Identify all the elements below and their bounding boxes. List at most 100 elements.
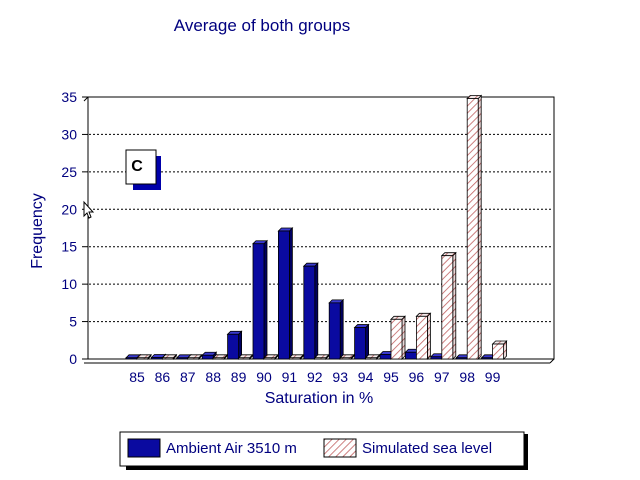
- bar-front: [252, 243, 265, 360]
- bar-front: [150, 357, 163, 360]
- bar-front: [187, 357, 200, 360]
- bar-top: [288, 354, 305, 359]
- bar-top: [226, 330, 243, 335]
- bar-side: [452, 251, 457, 360]
- bar-top: [466, 95, 483, 99]
- bar-simulated-sea-level: [212, 353, 229, 360]
- bar-front: [201, 354, 214, 360]
- legend-box: [119, 431, 525, 467]
- bar-top: [252, 240, 268, 245]
- bar-front: [354, 327, 367, 360]
- y-tick-label: 15: [61, 239, 77, 255]
- bar-top: [328, 299, 345, 304]
- bar-ambient-air: [252, 239, 268, 360]
- bar-front: [466, 98, 479, 360]
- bar-top: [440, 252, 457, 257]
- bar-front: [227, 333, 240, 360]
- bar-simulated-sea-level: [136, 353, 152, 360]
- legend: Ambient Air 3510 m Simulated sea level: [119, 431, 528, 470]
- bar-front: [212, 357, 225, 360]
- bar-front: [288, 357, 301, 360]
- bar-top: [237, 354, 254, 359]
- bar-front: [263, 357, 276, 360]
- bar-simulated-sea-level: [313, 353, 330, 360]
- bar-side: [288, 227, 293, 360]
- chart-title: Average of both groups: [174, 16, 350, 35]
- bar-front: [404, 351, 417, 360]
- legend-swatch-ambient: [127, 438, 161, 458]
- bar-ambient-air: [302, 262, 319, 360]
- bar-front: [339, 357, 352, 360]
- panel-label-box: [125, 149, 157, 185]
- panel-label: C: [131, 158, 143, 175]
- y-tick-label: 10: [61, 276, 77, 292]
- legend-label-sealevel: Simulated sea level: [362, 440, 492, 457]
- bar-front: [390, 318, 403, 360]
- bar-top: [364, 354, 381, 359]
- bar-ambient-air: [226, 330, 243, 360]
- bar-top: [302, 262, 319, 267]
- mouse-cursor-icon: [83, 200, 95, 219]
- bar-front: [379, 354, 392, 360]
- legend-swatch-sealevel: [323, 438, 357, 458]
- plot-frame: [87, 96, 555, 360]
- bar-ambient-air: [328, 298, 345, 360]
- legend-label-ambient: Ambient Air 3510 m: [166, 440, 297, 457]
- bar-front: [125, 357, 138, 360]
- bar-front: [314, 357, 327, 360]
- bar-front: [238, 357, 251, 360]
- x-axis-label: Saturation in %: [265, 390, 374, 407]
- bar-top: [353, 324, 370, 328]
- y-tick-label: 30: [61, 126, 77, 142]
- bar-top: [390, 315, 406, 320]
- bar-side: [339, 298, 344, 360]
- bar-top: [136, 354, 152, 359]
- y-tick-label: 35: [61, 89, 77, 105]
- bar-front: [303, 265, 316, 360]
- bar-simulated-sea-level: [161, 353, 178, 360]
- x-tick-label: 90: [256, 369, 272, 385]
- bar-simulated-sea-level: [415, 312, 432, 360]
- y-axis-label: Frequency: [29, 193, 46, 269]
- bar-front: [430, 356, 443, 360]
- bar-side: [314, 262, 319, 360]
- x-tick-label: 86: [155, 369, 171, 385]
- plot-frame-depth: [83, 96, 89, 102]
- x-tick-label: 95: [383, 369, 399, 385]
- bar-front: [176, 357, 189, 360]
- bar-simulated-sea-level: [390, 315, 406, 360]
- bar-top: [161, 354, 178, 359]
- bar-simulated-sea-level: [339, 353, 356, 360]
- x-tick-label: 97: [434, 369, 450, 385]
- bar-ambient-air: [353, 323, 370, 360]
- y-tick-label: 0: [69, 351, 77, 367]
- bar-simulated-sea-level: [364, 353, 381, 360]
- bar-side: [263, 239, 268, 360]
- bar-side: [477, 94, 482, 360]
- bar-front: [415, 315, 428, 360]
- bar-simulated-sea-level: [491, 340, 508, 360]
- bar-front: [277, 230, 290, 360]
- bar-top: [201, 351, 218, 356]
- bar-simulated-sea-level: [440, 251, 457, 360]
- y-tick-label: 20: [61, 201, 77, 217]
- x-tick-label: 98: [459, 369, 475, 385]
- bar-top: [186, 354, 203, 359]
- bar-side: [426, 312, 431, 360]
- x-tick-label: 96: [409, 369, 425, 385]
- x-tick-label: 94: [358, 369, 374, 385]
- bar-top: [415, 312, 432, 317]
- x-tick-label: 89: [231, 369, 247, 385]
- bar-front: [328, 302, 341, 360]
- bar-simulated-sea-level: [186, 353, 203, 360]
- x-tick-label: 85: [129, 369, 145, 385]
- bar-front: [441, 255, 454, 360]
- x-tick-label: 93: [332, 369, 348, 385]
- bar-top: [313, 354, 330, 359]
- bar-top: [277, 227, 294, 232]
- plot-floor-depth: [549, 358, 555, 364]
- bar-top: [212, 354, 229, 359]
- bar-simulated-sea-level: [263, 353, 279, 360]
- y-tick-label: 25: [61, 164, 77, 180]
